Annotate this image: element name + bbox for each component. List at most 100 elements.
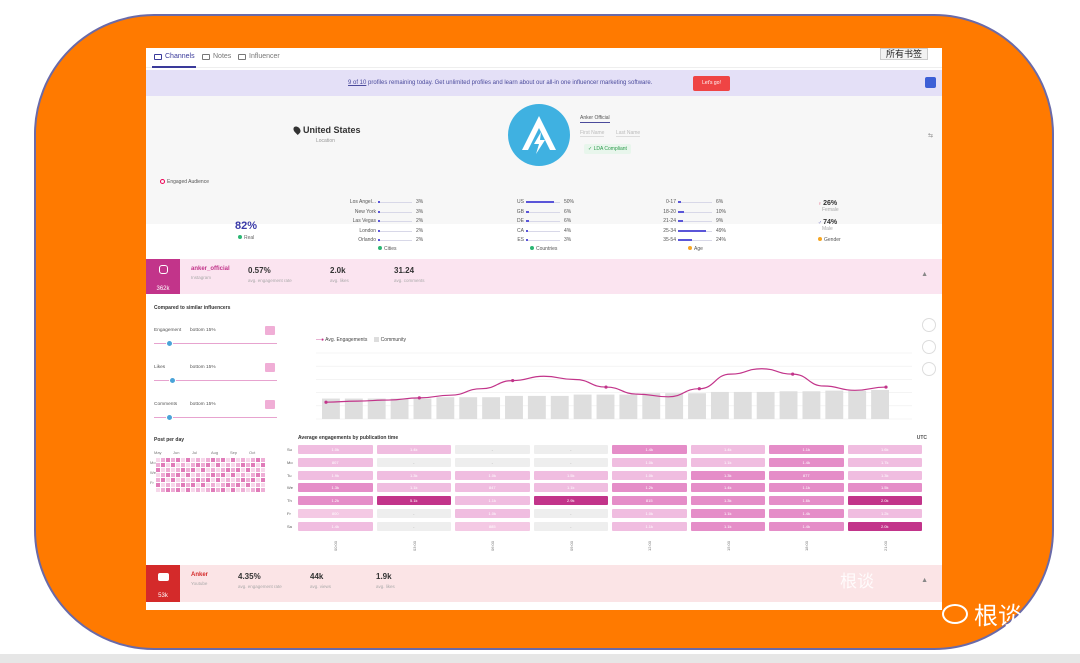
heatmap-cell[interactable]: 877: [769, 470, 844, 480]
heatmap-cell[interactable]: 1.1k: [533, 483, 608, 493]
heatmap-cell[interactable]: 1.0k: [612, 470, 687, 480]
heatmap-cell[interactable]: 847: [455, 483, 530, 493]
instagram-channel-row[interactable]: 362k anker_official Instagram 0.57% avg.…: [146, 259, 942, 294]
avg-engagements-point[interactable]: [884, 385, 888, 389]
community-bar[interactable]: [733, 391, 752, 419]
community-bar[interactable]: [688, 393, 706, 419]
heatmap-cell[interactable]: 2.9k: [533, 496, 608, 506]
community-bar[interactable]: [413, 398, 432, 419]
community-bar[interactable]: [825, 390, 844, 419]
community-bar[interactable]: [802, 391, 821, 419]
profile-name[interactable]: Anker Official: [580, 115, 610, 123]
community-bar[interactable]: [527, 395, 546, 419]
heatmap-cell[interactable]: 1.1k: [376, 483, 451, 493]
last-name-field[interactable]: Last Name: [616, 130, 641, 137]
banner-count-link[interactable]: 9 of 10: [348, 80, 367, 86]
instagram-handle-link[interactable]: anker_official: [191, 266, 230, 272]
youtube-channel-row[interactable]: 53k Anker Youtube 4.35% avg. engagement …: [146, 565, 942, 602]
heatmap-cell[interactable]: 807: [298, 457, 373, 467]
heatmap-cell[interactable]: 1.6k: [769, 496, 844, 506]
slider-toggle-button[interactable]: [265, 363, 275, 372]
heatmap-cell[interactable]: 1.6k: [847, 445, 922, 454]
youtube-handle-link[interactable]: Anker: [191, 572, 209, 578]
heatmap-cell[interactable]: 1.3k: [690, 496, 765, 506]
heatmap-cell[interactable]: 1.2k: [847, 509, 922, 518]
community-bar[interactable]: [550, 395, 569, 419]
slider-value[interactable]: bottom 15%: [190, 402, 216, 407]
tab-channels[interactable]: Channels: [154, 53, 195, 60]
heatmap-cell[interactable]: -: [455, 457, 530, 467]
side-expand-icon[interactable]: ⇆: [928, 133, 934, 139]
heatmap-cell[interactable]: 1.1k: [455, 496, 530, 506]
heatmap-cell[interactable]: 1.3k: [376, 470, 451, 480]
community-bar[interactable]: [482, 397, 501, 419]
legend-avg-engagements[interactable]: Avg. Engagements: [325, 337, 368, 343]
heatmap-cell[interactable]: 1.0k: [298, 445, 373, 454]
heatmap-cell[interactable]: 1.0k: [455, 509, 530, 518]
community-bar[interactable]: [871, 389, 889, 419]
heatmap-cell[interactable]: -: [533, 521, 608, 531]
heatmap-cell[interactable]: 1.4k: [769, 457, 844, 467]
community-bar[interactable]: [367, 398, 386, 419]
first-name-field[interactable]: First Name: [580, 130, 605, 137]
avg-engagements-point[interactable]: [417, 396, 421, 400]
slider-track[interactable]: [154, 414, 277, 421]
slider-toggle-button[interactable]: [265, 326, 275, 335]
heatmap-cell[interactable]: -: [455, 445, 530, 454]
heatmap-cell[interactable]: 1.1k: [690, 457, 765, 467]
slider-handle[interactable]: [166, 340, 174, 347]
heatmap-cell[interactable]: 1.3k: [847, 470, 922, 480]
community-bar[interactable]: [756, 391, 775, 419]
bookmarks-button[interactable]: 所有书签: [879, 48, 928, 60]
legend-community[interactable]: Community: [380, 337, 406, 343]
search-tool-button[interactable]: [922, 318, 936, 332]
heatmap-cell[interactable]: 1.5k: [847, 483, 922, 493]
slider-track[interactable]: [154, 340, 277, 347]
heatmap-cell[interactable]: 5.1k: [376, 496, 451, 506]
avg-engagements-point[interactable]: [511, 379, 515, 383]
heatmap-cell[interactable]: 1.4k: [612, 445, 687, 454]
heatmap-cell[interactable]: 1.4k: [769, 521, 844, 531]
community-bar[interactable]: [596, 394, 615, 419]
slider-handle[interactable]: [166, 414, 174, 421]
heatmap-cell[interactable]: 1.2k: [298, 496, 373, 506]
heatmap-cell[interactable]: -: [533, 457, 608, 467]
collapse-icon[interactable]: ▲: [921, 577, 928, 584]
community-bar[interactable]: [573, 394, 592, 419]
community-bar[interactable]: [459, 397, 478, 419]
community-bar[interactable]: [390, 398, 409, 419]
community-bar[interactable]: [619, 394, 638, 419]
community-bar[interactable]: [344, 398, 363, 419]
community-bar[interactable]: [848, 390, 867, 419]
avg-engagements-point[interactable]: [324, 400, 328, 404]
community-bar[interactable]: [710, 391, 729, 419]
community-bar[interactable]: [642, 393, 661, 419]
heatmap-cell[interactable]: 1.0k: [612, 509, 687, 518]
heatmap-cell[interactable]: 1.4k: [298, 521, 373, 531]
slider-value[interactable]: bottom 15%: [190, 365, 216, 370]
heatmap-cell[interactable]: 1.3k: [298, 483, 373, 493]
heatmap-cell[interactable]: -: [376, 457, 451, 467]
community-bar[interactable]: [779, 391, 798, 419]
community-bar[interactable]: [436, 397, 455, 419]
heatmap-cell[interactable]: 1.1k: [612, 521, 687, 531]
chat-icon[interactable]: [925, 77, 936, 88]
palette-tool-button[interactable]: [922, 362, 936, 376]
heatmap-cell[interactable]: 1.3k: [690, 470, 765, 480]
heatmap-cell[interactable]: 1.4k: [690, 445, 765, 454]
heatmap-cell[interactable]: 800: [298, 509, 373, 518]
heatmap-cell[interactable]: -: [533, 509, 608, 518]
tab-influencer[interactable]: Influencer: [238, 53, 280, 60]
community-bar[interactable]: [505, 395, 523, 419]
heatmap-cell[interactable]: 1.7k: [847, 457, 922, 467]
heatmap-cell[interactable]: 1.4k: [690, 483, 765, 493]
slider-track[interactable]: [154, 377, 277, 384]
avg-engagements-point[interactable]: [791, 372, 795, 376]
heatmap-cell[interactable]: -: [376, 509, 451, 518]
heatmap-cell[interactable]: 885: [455, 521, 530, 531]
heatmap-cell[interactable]: 1.5k: [533, 470, 608, 480]
heatmap-cell[interactable]: 1.0k: [455, 470, 530, 480]
heatmap-cell[interactable]: 1.1k: [690, 509, 765, 518]
heatmap-cell[interactable]: 1.4k: [769, 509, 844, 518]
heatmap-cell[interactable]: 2.0k: [847, 521, 922, 531]
